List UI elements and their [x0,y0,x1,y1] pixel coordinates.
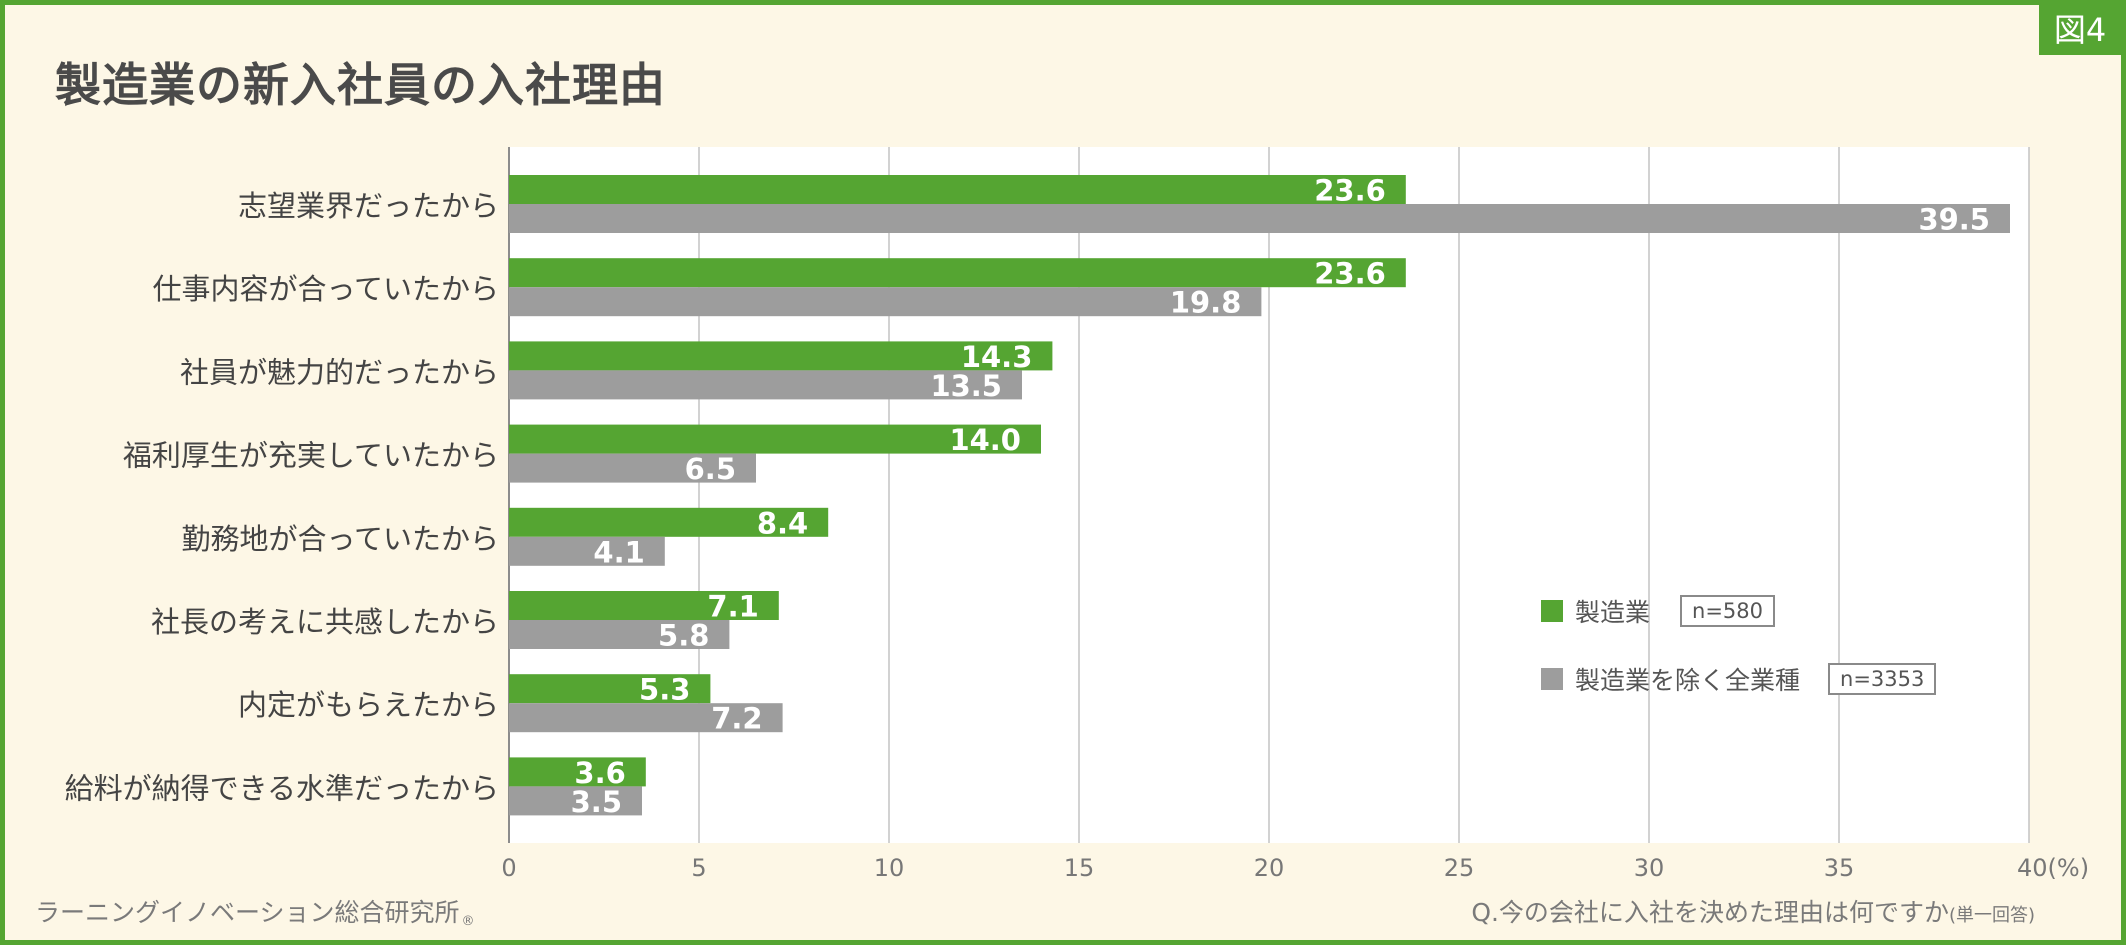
legend-label-manufacturing: 製造業 [1575,598,1651,627]
bar-manufacturing [509,175,1406,204]
category-label: 福利厚生が充実していたから [123,439,499,473]
data-label: 14.3 [961,340,1033,374]
data-label: 5.3 [639,673,690,707]
x-tick-label: 0 [501,854,516,882]
data-label: 14.0 [949,423,1021,457]
data-label: 13.5 [930,369,1002,403]
category-label: 給料が納得できる水準だったから [65,771,499,805]
figure-label: 図4 [2039,5,2121,55]
category-label: 仕事内容が合っていたから [152,272,499,306]
data-label: 23.6 [1314,257,1386,291]
bar-manufacturing [509,674,711,704]
x-tick-label: 5 [691,854,706,882]
data-label: 7.2 [711,702,762,736]
x-tick-label: 35 [1824,854,1855,882]
legend-n-manufacturing: n=580 [1680,595,1776,627]
legend-swatch-manufacturing [1541,600,1563,622]
category-label: 勤務地が合っていたから [181,522,499,556]
category-label: 社長の考えに共感したから [151,605,499,639]
x-tick-label: 20 [1254,854,1285,882]
bar-other-industries [509,287,1262,317]
x-tick-label: 10 [874,854,905,882]
bar-other-industries [509,370,1022,400]
legend-swatch-other-industries [1541,668,1563,690]
category-label: 志望業界だったから [238,189,499,223]
bar-manufacturing [509,507,829,537]
data-label: 19.8 [1170,286,1242,320]
data-label: 39.5 [1918,203,1990,237]
registered-mark: ® [461,914,475,929]
bar-other-industries [509,204,2010,233]
bar-manufacturing [509,757,646,787]
x-tick-label: 25 [1444,854,1475,882]
data-label: 4.1 [593,535,644,569]
legend-label-other-industries: 製造業を除く全業種 [1575,666,1801,695]
bar-chart: 0 5 10 15 20 25 30 35 40(%) 志望業界だったから 23.6 39.5 仕事内容… [65,147,2089,882]
data-label: 3.6 [574,756,625,790]
question-note: (単一回答) [1948,905,2035,926]
bar-other-industries [509,536,665,566]
category-label: 社員が魅力的だったから [180,355,499,389]
data-label: 6.5 [685,452,736,486]
bar-other-industries [509,620,730,649]
legend-item-other-industries: 製造業を除く全業種 n=3353 [1541,659,1937,699]
question-text: Q.今の会社に入社を決めた理由は何ですか [1471,898,1949,927]
x-tick-label: 15 [1064,854,1095,882]
x-tick-label: 40(%) [2017,854,2089,882]
bar-manufacturing [509,591,779,620]
bar-manufacturing [509,424,1041,454]
legend-item-manufacturing: 製造業 n=580 [1541,591,1776,631]
data-label: 23.6 [1314,174,1386,208]
category-label: 内定がもらえたから [238,688,499,722]
data-label: 7.1 [707,590,758,624]
bar-manufacturing [509,258,1406,288]
survey-question: Q.今の会社に入社を決めた理由は何ですか(単一回答) [1471,893,2035,929]
source-credit: ラーニングイノベーション総合研究所 ® [35,893,475,929]
bar-other-industries [509,786,642,816]
data-label: 8.4 [757,506,808,540]
data-label: 3.5 [571,785,622,819]
x-tick-label: 30 [1634,854,1665,882]
legend-n-other-industries: n=3353 [1828,663,1937,695]
source-text: ラーニングイノベーション総合研究所 [35,898,460,927]
bar-manufacturing [509,341,1053,371]
bar-other-industries [509,453,756,483]
data-label: 5.8 [658,619,709,653]
chart-title: 製造業の新入社員の入社理由 [55,58,666,112]
bar-other-industries [509,703,783,733]
